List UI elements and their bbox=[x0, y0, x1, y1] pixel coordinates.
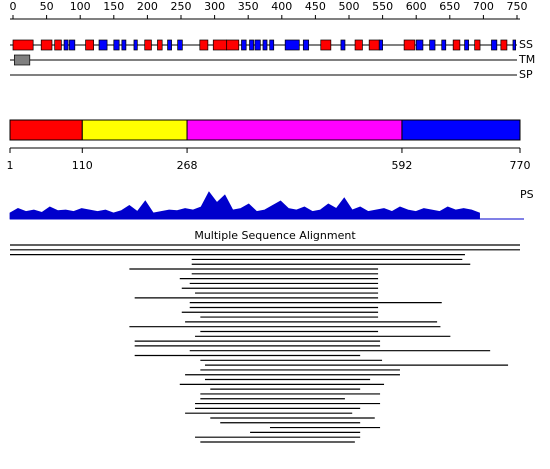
tick-label: 250 bbox=[171, 0, 192, 13]
tick-label: 150 bbox=[103, 0, 124, 13]
strand bbox=[167, 39, 172, 51]
strand bbox=[98, 39, 108, 51]
domain bbox=[401, 119, 521, 141]
strand bbox=[512, 39, 517, 51]
strand bbox=[491, 39, 498, 51]
tick-label: 450 bbox=[305, 0, 326, 13]
strand bbox=[133, 39, 138, 51]
tick-label: 650 bbox=[439, 0, 460, 13]
strand bbox=[69, 39, 76, 51]
helix bbox=[474, 39, 481, 51]
track-label: SS bbox=[519, 38, 533, 51]
track-label: SP bbox=[519, 68, 533, 81]
strand bbox=[464, 39, 469, 51]
boundary-label: 1 bbox=[7, 159, 14, 172]
tick-label: 550 bbox=[372, 0, 393, 13]
tick-label: 0 bbox=[10, 0, 17, 13]
strand bbox=[241, 39, 247, 51]
domain bbox=[186, 119, 403, 141]
strand bbox=[340, 39, 346, 51]
strand bbox=[429, 39, 436, 51]
msa-title: Multiple Sequence Alignment bbox=[194, 229, 356, 242]
tick-label: 600 bbox=[406, 0, 427, 13]
strand bbox=[121, 39, 127, 51]
ps-area bbox=[9, 191, 480, 220]
helix bbox=[500, 39, 508, 51]
boundary-label: 110 bbox=[72, 159, 93, 172]
domain bbox=[9, 119, 83, 141]
helix bbox=[226, 39, 240, 51]
ps-label: PS bbox=[520, 188, 534, 201]
strand bbox=[302, 39, 310, 51]
tick-label: 400 bbox=[271, 0, 292, 13]
boundary-label: 592 bbox=[391, 159, 412, 172]
helix bbox=[199, 39, 209, 51]
tick-label: 300 bbox=[204, 0, 225, 13]
strand bbox=[415, 39, 424, 51]
helix bbox=[403, 39, 416, 51]
strand bbox=[177, 39, 183, 51]
tick-label: 700 bbox=[473, 0, 494, 13]
helix bbox=[354, 39, 363, 51]
strand bbox=[113, 39, 120, 51]
helix bbox=[144, 39, 152, 51]
tick-label: 50 bbox=[40, 0, 54, 13]
tick-label: 350 bbox=[238, 0, 259, 13]
helix bbox=[320, 39, 332, 51]
strand bbox=[254, 39, 261, 51]
domain bbox=[81, 119, 188, 141]
track-label: TM bbox=[518, 53, 535, 66]
helix bbox=[12, 39, 34, 51]
strand bbox=[63, 39, 69, 51]
tick-label: 100 bbox=[70, 0, 91, 13]
strand bbox=[378, 39, 383, 51]
helix bbox=[452, 39, 461, 51]
helix bbox=[54, 39, 62, 51]
tick-label: 500 bbox=[339, 0, 360, 13]
boundary-label: 268 bbox=[177, 159, 198, 172]
strand bbox=[262, 39, 268, 51]
strand bbox=[249, 39, 254, 51]
tm-segment bbox=[13, 54, 31, 66]
helix bbox=[157, 39, 163, 51]
tick-label: 750 bbox=[507, 0, 528, 13]
strand bbox=[284, 39, 300, 51]
helix bbox=[212, 39, 228, 51]
helix bbox=[40, 39, 53, 51]
strand bbox=[441, 39, 447, 51]
helix bbox=[368, 39, 380, 51]
boundary-label: 770 bbox=[510, 159, 531, 172]
tick-label: 200 bbox=[137, 0, 158, 13]
strand bbox=[269, 39, 275, 51]
helix bbox=[85, 39, 94, 51]
